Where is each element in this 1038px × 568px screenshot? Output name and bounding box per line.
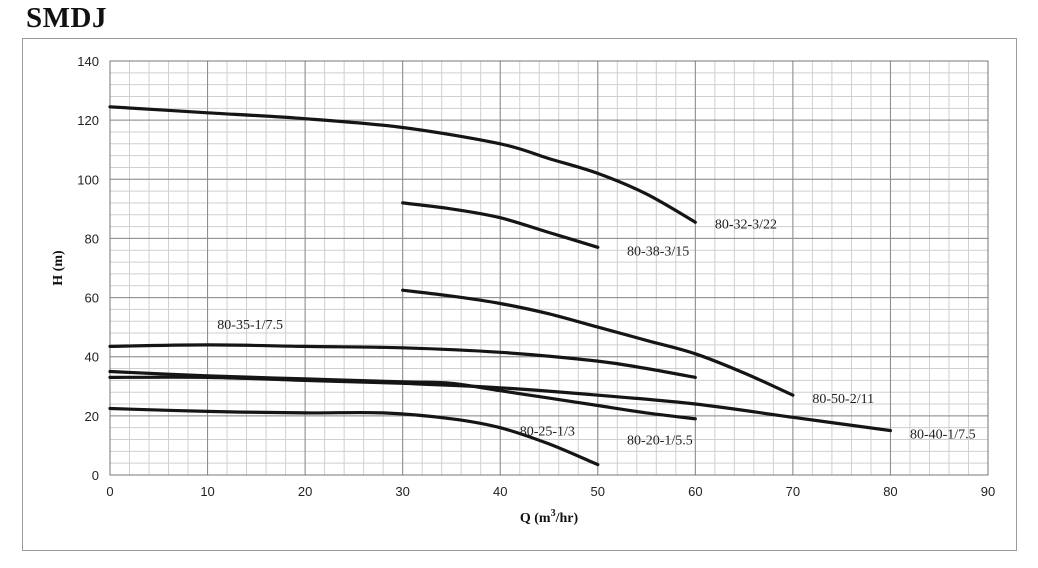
curve-label: 80-40-1/7.5 [910,428,976,443]
curve-label: 80-20-1/5.5 [627,434,693,449]
page-title: SMDJ [26,2,107,34]
curve-label: 80-25-1/3 [520,425,575,440]
curve-80-38-3-15 [401,201,600,249]
chart-frame [22,38,1017,551]
curve-label: 80-38-3/15 [627,244,689,259]
y-tick-label: 40 [85,350,99,365]
y-tick-label: 140 [77,54,99,69]
y-tick-label: 100 [77,172,99,187]
plot-area-border [109,60,989,476]
y-tick-label: 120 [77,113,99,128]
y-tick-labels: 0 20 40 60 80 100 120 140 [77,54,99,483]
x-tick-label: 20 [298,484,312,499]
curve-80-32-3-22 [108,105,697,224]
x-tick-label: 30 [395,484,409,499]
y-tick-label: 20 [85,409,99,424]
curve-labels: 80-32-3/22 80-38-3/15 80-50-2/11 80-35-1/7.… [217,218,975,449]
plot-border [109,60,989,476]
x-tick-label: 80 [883,484,897,499]
x-axis-title: Q (m3/hr) [520,508,579,526]
x-tick-label: 50 [591,484,605,499]
x-tick-label: 90 [981,484,995,499]
x-tick-label: 60 [688,484,702,499]
curve-80-25-1-3 [108,406,600,467]
y-axis-title: H (m) [51,250,66,286]
x-tick-label: 70 [786,484,800,499]
curve-label: 80-35-1/7.5 [217,318,283,333]
curve-label: 80-50-2/11 [812,392,874,407]
x-tick-label: 40 [493,484,507,499]
curve-80-20-1-5-5 [108,369,697,421]
y-tick-label: 0 [92,468,99,483]
y-tick-label: 80 [85,231,99,246]
curve-80-35-1-7-5 [108,343,697,379]
curve-80-50-2-11 [401,288,795,397]
x-tick-label: 0 [106,484,113,499]
curve-label: 80-32-3/22 [715,218,777,233]
y-tick-label: 60 [85,291,99,306]
x-tick-labels: 0 10 20 30 40 50 60 70 80 90 [106,484,995,499]
x-tick-label: 10 [200,484,214,499]
pump-curves [108,105,892,467]
